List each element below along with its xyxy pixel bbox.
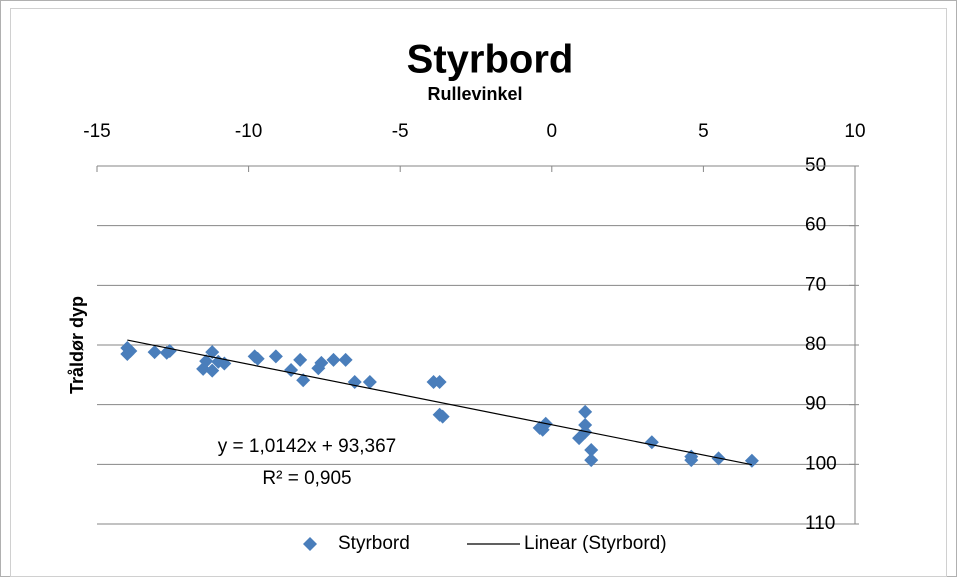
point [199,354,214,369]
y-tick-label: 90 [805,394,826,415]
point [205,363,220,378]
point [578,404,593,419]
point [205,345,220,360]
y-tick-label: 70 [805,274,826,295]
x-tick-label: 10 [844,121,865,142]
point [268,349,283,364]
y-tick-label: 80 [805,334,826,355]
y-tick-label: 60 [805,215,826,236]
point [296,373,311,388]
y-tick-label: 110 [805,513,835,534]
point [578,417,593,432]
x-tick-label: 5 [698,121,709,142]
point [584,453,599,468]
x-axis-label: Rullevinkel [427,84,522,104]
r-squared: R² = 0,905 [262,468,351,489]
point [535,422,550,437]
point [578,425,593,440]
x-tick-label: -15 [83,121,110,142]
point [250,351,265,366]
point [338,352,353,367]
y-tick-label: 100 [805,453,837,474]
x-tick-label: -10 [235,121,262,142]
point [293,352,308,367]
x-tick-label: -5 [392,121,409,142]
legend-marker [303,537,317,551]
point [123,343,138,358]
point [326,352,341,367]
point [314,355,329,370]
point [362,374,377,389]
point [584,443,599,458]
equation: y = 1,0142x + 93,367 [218,436,397,457]
x-tick-label: 0 [547,121,558,142]
legend-label: Styrbord [338,533,410,554]
point [147,345,162,360]
legend-label: Linear (Styrbord) [524,533,667,554]
y-axis-label: Tråldør dyp [67,296,87,394]
point [435,409,450,424]
chart-title: Styrbord [407,38,574,82]
point [432,374,447,389]
point [347,374,362,389]
trendline [127,339,753,466]
